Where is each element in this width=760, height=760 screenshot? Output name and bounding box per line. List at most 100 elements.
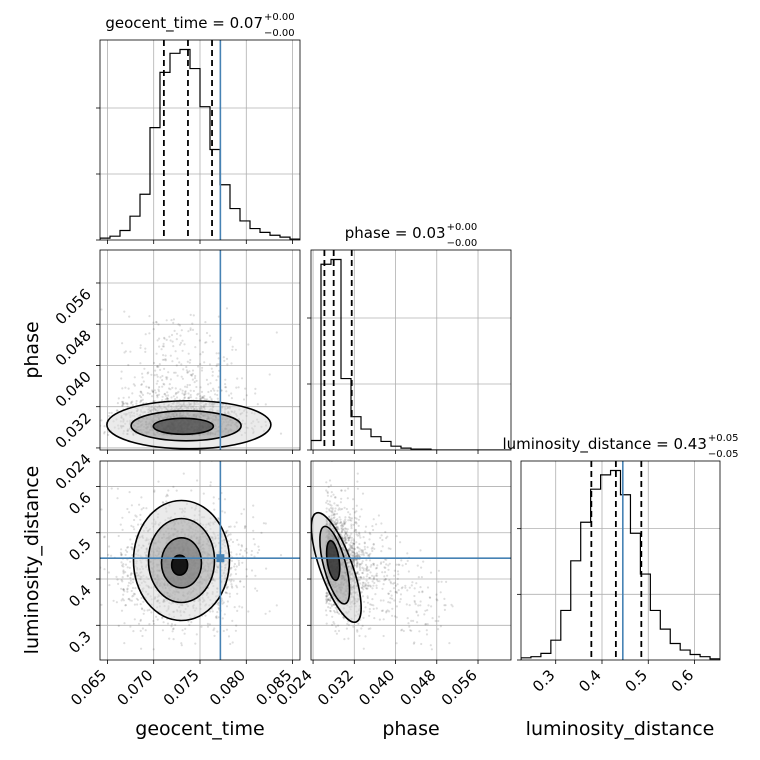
sample-point bbox=[215, 364, 218, 368]
sample-point bbox=[352, 561, 355, 565]
sample-point bbox=[205, 378, 208, 381]
sample-point bbox=[372, 577, 376, 580]
sample-point bbox=[234, 568, 237, 571]
sample-point bbox=[382, 560, 385, 564]
sample-point bbox=[230, 573, 233, 576]
sample-point bbox=[166, 494, 169, 497]
sample-point bbox=[126, 507, 129, 511]
sample-point bbox=[386, 574, 389, 577]
sample-point bbox=[170, 333, 174, 337]
sample-point bbox=[120, 561, 123, 564]
sample-point bbox=[336, 611, 339, 614]
sample-point bbox=[138, 503, 141, 506]
histogram-phase bbox=[311, 258, 511, 450]
sample-point bbox=[366, 587, 369, 590]
sample-point bbox=[366, 573, 369, 576]
sample-point bbox=[120, 579, 123, 582]
sample-point bbox=[139, 603, 142, 606]
sample-point bbox=[440, 580, 443, 583]
sample-point bbox=[211, 610, 214, 613]
sample-point bbox=[175, 364, 178, 367]
sample-point bbox=[265, 567, 268, 570]
sample-point bbox=[334, 625, 338, 628]
truth-marker bbox=[216, 554, 225, 563]
sample-point bbox=[122, 565, 125, 568]
sample-point bbox=[206, 622, 209, 626]
density-fill bbox=[153, 418, 214, 435]
sample-point bbox=[230, 578, 233, 582]
sample-point bbox=[162, 501, 165, 504]
sample-point bbox=[103, 535, 106, 538]
sample-point bbox=[362, 536, 365, 539]
sample-point bbox=[153, 489, 156, 492]
sample-point bbox=[387, 568, 390, 571]
sample-point bbox=[244, 525, 247, 528]
sample-point bbox=[123, 642, 126, 645]
sample-point bbox=[368, 576, 371, 579]
sample-point bbox=[174, 350, 177, 353]
sample-point bbox=[242, 508, 246, 511]
sample-point bbox=[393, 581, 396, 585]
sample-point bbox=[175, 396, 179, 399]
sample-point bbox=[360, 576, 363, 579]
sample-point bbox=[370, 547, 373, 550]
sample-point bbox=[189, 373, 192, 376]
sample-point bbox=[217, 606, 220, 610]
sample-point bbox=[355, 564, 358, 567]
title-phase: phase = 0.03 +0.00−0.00 bbox=[345, 222, 477, 249]
sample-point bbox=[333, 516, 336, 519]
sample-point bbox=[347, 637, 350, 640]
sample-point bbox=[223, 498, 227, 501]
sample-point bbox=[337, 624, 340, 627]
sample-point bbox=[418, 630, 421, 633]
sample-point bbox=[372, 518, 375, 521]
contour-line bbox=[106, 399, 272, 450]
sample-point bbox=[117, 397, 120, 400]
sample-point bbox=[348, 543, 351, 546]
sample-point bbox=[372, 607, 375, 611]
sample-point bbox=[237, 561, 241, 565]
sample-point bbox=[121, 402, 124, 405]
sample-point bbox=[378, 580, 381, 583]
sample-point bbox=[363, 585, 366, 588]
sample-point bbox=[126, 588, 129, 591]
sample-point bbox=[130, 524, 133, 528]
sample-point bbox=[180, 363, 183, 366]
sample-point bbox=[346, 530, 349, 533]
sample-point bbox=[123, 310, 126, 313]
sample-point bbox=[361, 585, 364, 588]
sample-point bbox=[389, 580, 392, 584]
sample-point bbox=[341, 535, 344, 538]
sample-point bbox=[338, 507, 341, 510]
sample-point bbox=[344, 527, 347, 530]
sample-point bbox=[213, 627, 216, 630]
sample-point bbox=[121, 404, 124, 407]
sample-point bbox=[335, 504, 338, 507]
sample-point bbox=[191, 372, 194, 375]
sample-point bbox=[204, 341, 207, 344]
sample-point bbox=[129, 579, 132, 582]
sample-point bbox=[171, 386, 174, 389]
sample-point bbox=[211, 374, 214, 377]
sample-point bbox=[345, 541, 348, 544]
sample-point bbox=[224, 386, 228, 389]
sample-point bbox=[107, 571, 110, 574]
sample-point bbox=[368, 614, 371, 617]
sample-point bbox=[161, 501, 164, 504]
sample-point bbox=[108, 411, 111, 415]
sample-point bbox=[139, 619, 142, 623]
sample-point bbox=[189, 389, 192, 392]
sample-point bbox=[201, 396, 204, 400]
sample-point bbox=[209, 481, 212, 484]
sample-point bbox=[190, 373, 193, 376]
sample-point bbox=[122, 569, 125, 572]
sample-point bbox=[245, 568, 248, 571]
sample-point bbox=[362, 610, 365, 613]
sample-point bbox=[329, 598, 332, 601]
sample-point bbox=[131, 595, 134, 598]
sample-point bbox=[157, 388, 160, 391]
sample-point bbox=[362, 616, 365, 620]
sample-point bbox=[169, 378, 172, 381]
sample-point bbox=[351, 544, 354, 547]
sample-point bbox=[209, 382, 212, 385]
